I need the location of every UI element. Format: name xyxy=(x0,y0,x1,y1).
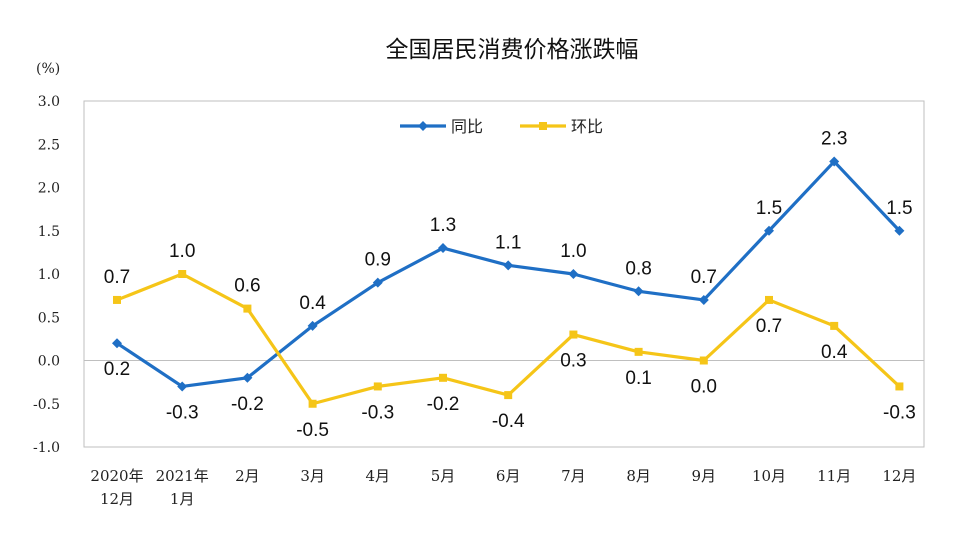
data-point-marker xyxy=(765,295,773,304)
x-tick-label: 11月 xyxy=(817,467,851,485)
data-label: 0.7 xyxy=(104,267,130,288)
y-tick-label: 2.5 xyxy=(38,137,60,153)
data-point-marker xyxy=(634,347,643,356)
x-tick-label: 6月 xyxy=(496,467,521,485)
data-label: -0.4 xyxy=(492,411,525,432)
x-tick-label: 7月 xyxy=(561,467,586,485)
data-point-marker xyxy=(568,269,579,279)
data-label: 1.0 xyxy=(560,241,586,262)
plot-area-border xyxy=(83,100,925,448)
y-tick-label: 0.0 xyxy=(38,354,60,370)
data-point-marker xyxy=(895,382,904,391)
y-axis-unit-label: (%) xyxy=(36,61,60,77)
y-tick-label: -0.5 xyxy=(33,397,60,413)
data-point-marker xyxy=(504,391,513,400)
x-tick-label: 3月 xyxy=(300,467,325,485)
data-point-marker xyxy=(112,338,122,349)
data-point-marker xyxy=(633,286,644,297)
data-label: -0.5 xyxy=(296,420,329,441)
data-point-marker xyxy=(113,295,121,304)
data-point-marker xyxy=(308,399,317,408)
data-label: 0.4 xyxy=(821,342,848,363)
data-point-marker xyxy=(894,225,905,236)
x-tick-label: 4月 xyxy=(366,467,391,485)
y-tick-label: 1.5 xyxy=(38,224,60,240)
data-label: 1.5 xyxy=(756,198,782,219)
data-label: 0.1 xyxy=(625,368,651,389)
x-tick-label: 10月 xyxy=(752,467,786,485)
series-line-yoy xyxy=(116,159,901,389)
data-label: 0.7 xyxy=(691,267,717,288)
y-tick-label: 0.5 xyxy=(38,310,60,326)
data-label: 0.9 xyxy=(365,250,391,271)
data-point-marker xyxy=(438,243,448,254)
data-point-marker xyxy=(439,373,447,382)
data-label: 0.2 xyxy=(104,359,130,380)
x-tick-label: 2020年 12月 xyxy=(90,467,143,508)
data-point-marker xyxy=(177,381,188,392)
data-point-marker xyxy=(373,382,382,391)
data-point-marker xyxy=(764,225,774,236)
legend-label: 环比 xyxy=(571,117,603,136)
y-tick-label: -1.0 xyxy=(33,440,60,456)
data-label: 1.1 xyxy=(495,232,521,253)
data-label: -0.2 xyxy=(427,394,460,415)
data-label: 0.4 xyxy=(299,293,326,314)
data-label: -0.2 xyxy=(231,394,264,415)
data-label: 0.8 xyxy=(625,258,651,279)
data-point-marker xyxy=(307,320,318,331)
data-point-marker xyxy=(178,270,187,278)
data-label: 0.7 xyxy=(756,316,782,337)
y-tick-label: 1.0 xyxy=(38,267,60,283)
data-label: 0.6 xyxy=(234,276,260,297)
data-label: 2.3 xyxy=(821,129,847,150)
data-point-marker xyxy=(242,372,253,383)
legend-marker xyxy=(418,121,428,131)
data-point-marker xyxy=(503,260,514,271)
chart-title: 全国居民消费价格涨跌幅 xyxy=(385,37,639,63)
data-point-marker xyxy=(699,356,708,365)
data-label: -0.3 xyxy=(361,402,394,423)
x-tick-label: 12月 xyxy=(882,467,916,485)
data-point-marker xyxy=(372,277,383,288)
data-label: -0.3 xyxy=(166,402,199,423)
legend-marker xyxy=(539,122,547,130)
x-tick-label: 2月 xyxy=(235,467,260,485)
legend-label: 同比 xyxy=(451,117,483,136)
data-point-marker xyxy=(243,304,252,313)
x-tick-label: 8月 xyxy=(626,467,651,485)
data-label: 1.5 xyxy=(886,198,912,219)
data-point-marker xyxy=(569,330,578,339)
x-tick-label: 5月 xyxy=(431,467,456,485)
data-point-marker xyxy=(830,321,839,330)
data-label: 1.0 xyxy=(169,241,195,262)
data-point-marker xyxy=(829,156,840,167)
data-point-marker xyxy=(698,294,709,305)
data-label: -0.3 xyxy=(883,402,916,423)
data-label: 0.3 xyxy=(560,351,586,372)
y-tick-label: 2.0 xyxy=(38,181,60,197)
x-tick-label: 2021年 1月 xyxy=(156,467,209,508)
y-tick-label: 3.0 xyxy=(38,94,60,110)
data-label: 1.3 xyxy=(430,215,456,236)
data-label: 0.0 xyxy=(691,377,717,398)
x-tick-label: 9月 xyxy=(692,467,717,485)
